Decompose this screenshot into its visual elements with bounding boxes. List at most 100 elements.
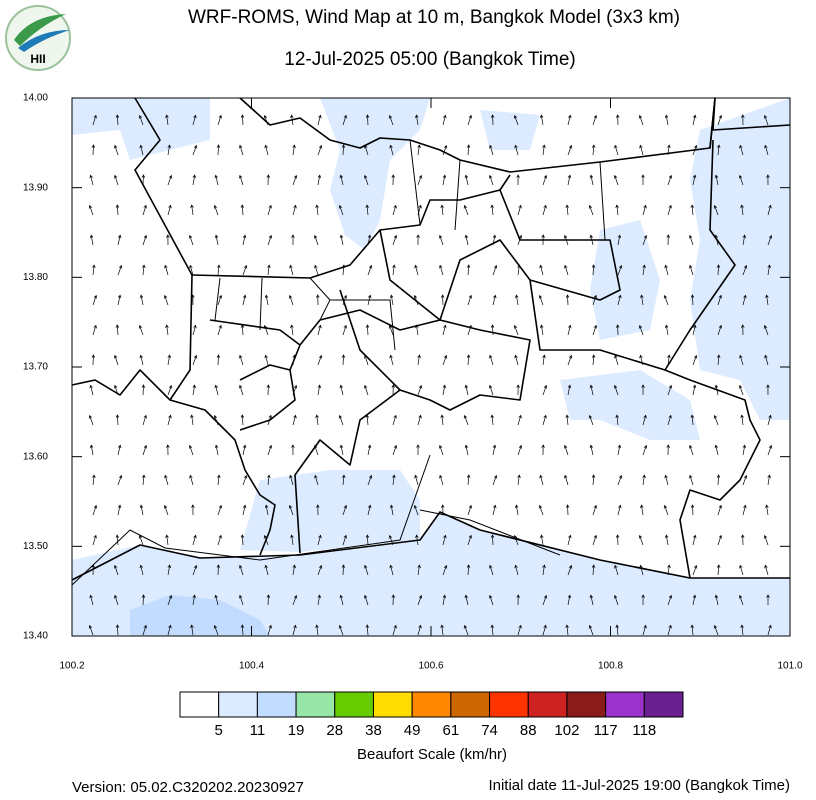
wind-arrow [239, 354, 244, 366]
wind-arrow [714, 234, 719, 246]
wind-arrow [142, 264, 146, 276]
wind-arrow [513, 324, 519, 336]
wind-arrow [365, 534, 370, 546]
coastline-thin [71, 454, 561, 586]
wind-arrow [664, 264, 669, 276]
wind-arrow [442, 324, 447, 336]
wind-arrow [514, 504, 519, 516]
wind-arrow [717, 504, 722, 516]
wind-arrow [317, 324, 322, 336]
wind-arrow [192, 384, 196, 396]
wind-arrow [589, 444, 594, 456]
wind-arrow [567, 534, 572, 546]
wind-arrow [240, 324, 245, 336]
wind-arrow [438, 234, 444, 246]
wind-arrow [563, 234, 569, 246]
wind-arrow [167, 564, 172, 576]
wind-arrow [264, 294, 269, 306]
y-tick-label: 13.50 [23, 541, 48, 552]
wind-arrow [463, 204, 469, 216]
wind-arrow [689, 264, 694, 276]
wind-arrow [142, 204, 147, 216]
wind-arrow [492, 474, 498, 486]
wind-arrow [765, 504, 769, 516]
wind-arrow [464, 174, 469, 186]
x-tick-label: 100.4 [239, 661, 264, 672]
wind-arrow [463, 414, 469, 426]
wind-arrow [267, 444, 273, 456]
colorbar-box [450, 691, 491, 718]
wind-arrow [767, 624, 772, 636]
wind-arrow [692, 384, 697, 396]
wind-arrow [141, 594, 146, 606]
colorbar-label: 118 [632, 722, 656, 739]
wind-patch [320, 98, 430, 250]
wind-arrow [763, 324, 769, 336]
wind-arrow [365, 324, 370, 336]
wind-arrow [466, 144, 471, 156]
wind-arrow [591, 474, 596, 486]
wind-arrow [363, 384, 369, 396]
colorbar-box [295, 691, 336, 718]
wind-arrow [166, 234, 170, 246]
wind-arrow [164, 474, 169, 486]
wind-arrow [417, 564, 421, 576]
wind-arrow [315, 624, 319, 636]
x-tick-label: 101.0 [777, 661, 802, 672]
wind-arrow [692, 114, 697, 126]
wind-arrow [141, 174, 146, 186]
wind-arrow [267, 234, 273, 246]
wind-arrow [717, 534, 723, 546]
wind-arrow [592, 504, 597, 516]
colorbar-box [643, 691, 684, 718]
wind-arrow [538, 294, 544, 306]
wind-arrow [565, 414, 569, 426]
wind-patch [72, 98, 210, 160]
wind-arrow [91, 354, 96, 366]
wind-patch [240, 470, 420, 552]
wind-arrow [263, 324, 269, 336]
wind-arrow [142, 624, 147, 636]
wind-arrow [439, 264, 444, 276]
wind-arrow [565, 624, 569, 636]
wind-arrow [467, 114, 472, 126]
wind-arrow [114, 384, 119, 396]
wind-arrow [488, 594, 494, 606]
wind-arrow [440, 414, 444, 426]
wind-arrow [514, 144, 519, 156]
wind-arrow [342, 324, 347, 336]
wind-arrow [290, 114, 294, 126]
wind-arrow [91, 144, 96, 156]
wind-arrow [513, 114, 519, 126]
wind-arrow [317, 174, 322, 186]
wind-arrow [542, 204, 547, 216]
wind-arrow [190, 624, 194, 636]
wind-arrow [540, 324, 544, 336]
wind-arrow [189, 264, 194, 276]
wind-arrow [214, 384, 219, 396]
wind-arrow [542, 384, 548, 396]
colorbar-label: 117 [594, 722, 618, 739]
wind-arrow [167, 594, 173, 606]
wind-arrow [714, 594, 719, 606]
wind-arrow [642, 234, 648, 246]
wind-arrow [188, 444, 194, 456]
wind-arrow [415, 114, 419, 126]
wind-arrow [592, 534, 597, 546]
wind-arrow [567, 174, 572, 186]
wind-arrow [92, 474, 96, 486]
wind-arrow [517, 414, 522, 426]
wind-arrow [639, 144, 644, 156]
wind-arrow [492, 504, 497, 516]
wind-arrow [713, 204, 719, 216]
wind-arrow [114, 174, 119, 186]
wind-arrow [613, 594, 619, 606]
wind-arrow [342, 294, 348, 306]
wind-arrow [267, 414, 272, 426]
colorbar-label: 5 [215, 722, 223, 739]
wind-arrow [163, 504, 169, 516]
wind-arrow [191, 294, 195, 306]
wind-arrow [216, 564, 221, 576]
wind-arrow [713, 624, 719, 636]
wind-arrow [117, 474, 123, 486]
